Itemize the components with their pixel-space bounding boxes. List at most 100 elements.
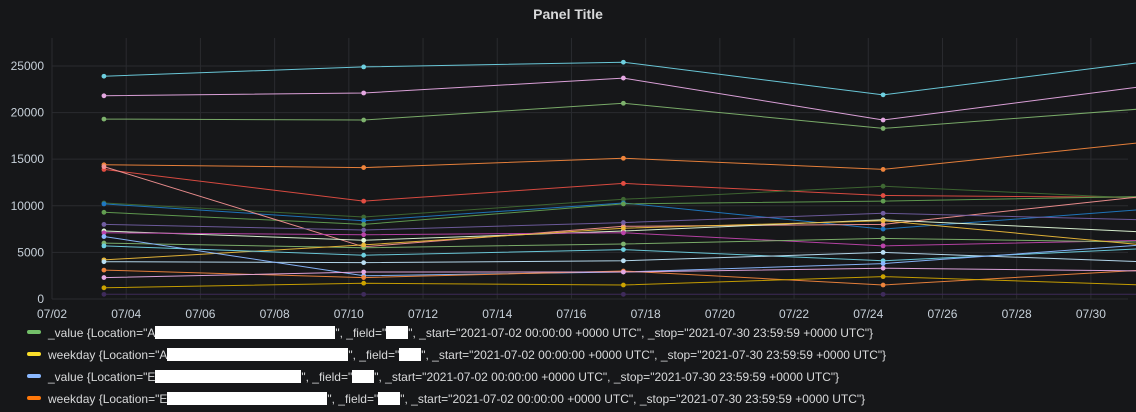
- data-point: [101, 230, 107, 236]
- data-point: [361, 64, 367, 70]
- data-point: [880, 198, 886, 204]
- data-point: [361, 280, 367, 286]
- data-point: [101, 209, 107, 215]
- data-point: [101, 93, 107, 99]
- legend-item[interactable]: _value {Location="A ", _field=" ", _start=…: [27, 322, 873, 342]
- data-point: [620, 75, 626, 81]
- panel-title[interactable]: Panel Title: [533, 6, 603, 22]
- redacted-field: [378, 391, 401, 405]
- legend-prefix: _value {Location="E: [48, 369, 156, 384]
- data-point: [620, 241, 626, 247]
- legend-prefix: _value {Location="A: [48, 325, 156, 340]
- legend-item[interactable]: weekday {Location="A ", _field=" ", _start…: [27, 344, 886, 364]
- data-point: [620, 181, 626, 186]
- data-point: [361, 232, 367, 238]
- data-point: [361, 291, 367, 297]
- legend-prefix: weekday {Location="A: [48, 347, 168, 362]
- legend-label: _value {Location="A ", _field=" ", _start=…: [48, 322, 873, 343]
- redacted-field: [399, 347, 422, 361]
- data-point: [101, 234, 107, 239]
- data-point: [880, 126, 886, 131]
- series-line: [103, 237, 1136, 249]
- x-tick-label: 07/04: [111, 307, 141, 320]
- legend-item[interactable]: weekday {Location="E ", _field=" ", _start…: [27, 388, 865, 408]
- legend-suffix: ", _start="2021-07-02 00:00:00 +0000 UTC…: [400, 391, 866, 406]
- data-point: [880, 226, 886, 232]
- data-point: [101, 291, 107, 297]
- legend-suffix: ", _start="2021-07-02 00:00:00 +0000 UTC…: [408, 325, 874, 340]
- x-tick-label: 07/22: [779, 307, 809, 320]
- data-point: [361, 90, 367, 96]
- x-tick-label: 07/14: [482, 307, 512, 320]
- data-point: [361, 260, 367, 266]
- data-point: [620, 196, 626, 202]
- data-point: [880, 243, 886, 249]
- data-point: [880, 282, 886, 288]
- data-point: [880, 274, 886, 280]
- data-point: [361, 252, 367, 258]
- data-point: [880, 265, 886, 271]
- data-point: [361, 269, 367, 275]
- series-line: [103, 245, 1136, 262]
- data-point: [620, 282, 626, 288]
- y-tick-label: 20000: [11, 106, 45, 120]
- data-point: [361, 237, 367, 243]
- data-point: [361, 218, 367, 224]
- series-layer: [101, 59, 1136, 297]
- data-point: [880, 183, 886, 189]
- data-point: [620, 59, 626, 65]
- redacted-field: [386, 325, 409, 339]
- series-line: [103, 236, 1136, 277]
- data-point: [880, 193, 886, 198]
- x-axis: 07/02 07/04 07/06 07/08 07/10 07/12 07/14 07/16…: [37, 307, 1106, 320]
- x-tick-label: 07/02: [37, 307, 67, 320]
- x-tick-label: 07/12: [408, 307, 438, 320]
- data-point: [361, 222, 367, 227]
- x-tick-label: 07/24: [853, 307, 883, 320]
- data-point: [361, 275, 367, 280]
- y-tick-label: 5000: [17, 245, 44, 259]
- redacted-field: [352, 369, 375, 383]
- data-point: [361, 198, 367, 204]
- data-point: [880, 167, 886, 172]
- x-tick-label: 07/30: [1076, 307, 1106, 320]
- y-axis: 0 5000 10000 15000 20000 25000: [11, 59, 45, 306]
- series-line: [103, 166, 1136, 248]
- data-point: [880, 249, 886, 255]
- x-tick-label: 07/26: [927, 307, 957, 320]
- x-tick-label: 07/10: [334, 307, 364, 320]
- grid: [51, 38, 1128, 300]
- data-point: [880, 92, 886, 98]
- data-point: [101, 259, 107, 265]
- legend-prefix: weekday {Location="E: [48, 391, 168, 406]
- legend-label: weekday {Location="A ", _field=" ", _start…: [48, 344, 886, 365]
- data-point: [620, 155, 626, 161]
- legend-suffix: ", _start="2021-07-02 00:00:00 +0000 UTC…: [374, 369, 840, 384]
- x-tick-label: 07/18: [631, 307, 661, 320]
- data-point: [361, 214, 367, 220]
- legend-suffix: ", _start="2021-07-02 00:00:00 +0000 UTC…: [421, 347, 887, 362]
- data-point: [101, 116, 107, 122]
- data-point: [620, 225, 626, 231]
- legend-item[interactable]: _value {Location="E ", _field=" ", _start=…: [27, 366, 839, 386]
- data-point: [620, 291, 626, 297]
- data-point: [620, 247, 626, 252]
- series-line: [103, 77, 1136, 121]
- x-tick-label: 07/06: [185, 307, 215, 320]
- series-line: [103, 185, 1136, 218]
- data-point: [880, 291, 886, 297]
- series-line: [103, 196, 1136, 225]
- legend-swatch: [27, 352, 41, 356]
- x-tick-label: 07/16: [556, 307, 586, 320]
- y-tick-label: 10000: [11, 199, 45, 213]
- x-tick-label: 07/28: [1002, 307, 1032, 320]
- legend-swatch: [27, 396, 41, 400]
- data-point: [880, 236, 886, 241]
- data-point: [101, 275, 107, 280]
- data-point: [361, 117, 367, 123]
- series-line: [103, 267, 1136, 279]
- data-point: [620, 269, 626, 275]
- redacted-location: [167, 391, 328, 405]
